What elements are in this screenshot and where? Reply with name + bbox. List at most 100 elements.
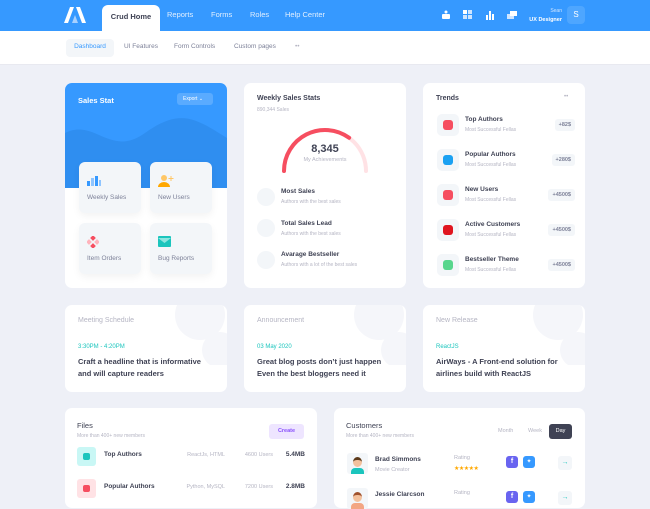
event-card[interactable]: New Release ReactJS AirWays - A Front-end … — [423, 305, 585, 392]
tab-crud-home[interactable]: Crud Home — [102, 5, 160, 31]
basket-icon — [257, 188, 275, 206]
trend-title: Active Customers — [465, 221, 521, 228]
trends-card: Trends •• Top Authors Most Successful Fel… — [423, 83, 585, 288]
trend-badge: +4500$ — [548, 224, 575, 236]
facebook-icon[interactable]: f — [506, 491, 518, 503]
trend-logo-icon — [437, 254, 459, 276]
arrow-right-icon[interactable]: → — [558, 491, 572, 505]
rating-label: Rating — [454, 455, 470, 461]
weekly-subtitle: 890,344 Sales — [257, 107, 289, 113]
rating-label: Rating — [454, 490, 470, 496]
trend-badge: +280$ — [551, 154, 575, 166]
cake-icon[interactable] — [441, 10, 451, 20]
trend-sub: Most Successful Fellas — [465, 162, 517, 168]
facebook-icon[interactable]: f — [506, 456, 518, 468]
tile-label: Bug Reports — [158, 255, 195, 262]
file-tech: ReactJs, HTML — [187, 452, 225, 458]
tab-roles[interactable]: Roles — [250, 10, 270, 19]
layers-icon[interactable] — [507, 10, 517, 20]
tile-item-orders[interactable]: Item Orders — [79, 223, 141, 274]
event-highlight: 03 May 2020 — [257, 344, 292, 350]
tile-label: New Users — [158, 194, 190, 201]
add-user-icon — [158, 175, 174, 187]
item-title: Total Sales Lead — [281, 220, 332, 227]
event-text: and will capture readers — [78, 369, 164, 378]
trend-logo-icon — [437, 114, 459, 136]
trend-sub: Most Successful Fellas — [465, 267, 517, 273]
tile-label: Weekly Sales — [87, 194, 127, 201]
file-users: 4600 Users — [244, 452, 273, 458]
customer-avatar — [347, 488, 368, 509]
arrow-right-icon[interactable]: → — [558, 456, 572, 470]
customer-name: Jessie Clarcson — [375, 491, 425, 498]
tab-forms[interactable]: Forms — [211, 10, 233, 19]
decorative-shapes — [354, 305, 406, 365]
chart-icon[interactable] — [485, 10, 495, 20]
tile-weekly-sales[interactable]: Weekly Sales — [79, 162, 141, 213]
item-title: Most Sales — [281, 188, 315, 195]
file-tech: Python, MySQL — [186, 484, 225, 490]
orders-icon — [87, 236, 99, 248]
export-button[interactable]: Export ⌄ — [177, 93, 213, 105]
avatar[interactable]: S — [567, 6, 585, 24]
trend-title: Bestseller Theme — [465, 256, 519, 263]
event-body: AirWays - A Front-end solution for airlin… — [436, 356, 582, 380]
event-card[interactable]: Announcement 03 May 2020 Great blog posts … — [244, 305, 406, 392]
basket-icon — [257, 251, 275, 269]
file-size: 2.8MB — [285, 483, 305, 490]
event-text: Even the best bloggers need it — [257, 369, 366, 378]
filter-month[interactable]: Month — [498, 428, 514, 434]
decorative-shapes — [175, 305, 227, 365]
tab-reports[interactable]: Reports — [167, 10, 194, 19]
trend-logo-icon — [437, 219, 459, 241]
trend-title: Popular Authors — [465, 151, 516, 158]
subnav-ui-features[interactable]: UI Features — [124, 43, 158, 50]
file-name: Popular Authors — [104, 483, 155, 490]
trend-sub: Most Successful Fellas — [465, 197, 517, 203]
tile-new-users[interactable]: New Users — [150, 162, 212, 213]
create-button[interactable]: Create — [269, 424, 304, 439]
subnav-dashboard[interactable]: Dashboard — [66, 39, 114, 57]
logo-icon[interactable] — [64, 7, 86, 23]
trends-title: Trends — [436, 95, 459, 102]
trend-badge: +82$ — [554, 119, 575, 131]
subnav-custom-pages[interactable]: Custom pages — [234, 43, 276, 50]
tab-help-center[interactable]: Help Center — [285, 10, 326, 19]
item-sub: Authors with the best sales — [281, 231, 341, 237]
weekly-title: Weekly Sales Stats — [257, 95, 321, 102]
filter-day[interactable]: Day — [549, 424, 572, 439]
twitter-icon[interactable]: ✦ — [523, 456, 535, 468]
achievement-label: My Achievements — [303, 157, 347, 163]
item-title: Avarage Bestseller — [281, 251, 340, 258]
apps-icon[interactable] — [463, 10, 473, 20]
trend-sub: Most Successful Fellas — [465, 127, 517, 133]
files-subtitle: More than 400+ new members — [77, 433, 145, 439]
achievement-value: 8,345 — [311, 143, 339, 155]
trend-badge: +4500$ — [548, 259, 575, 271]
twitter-icon[interactable]: ✦ — [523, 491, 535, 503]
files-card: Files More than 400+ new members Create … — [65, 408, 317, 508]
more-icon[interactable]: •• — [564, 94, 569, 100]
item-sub: Authors with a lot of the best sales — [281, 262, 358, 268]
subnav-form-controls[interactable]: Form Controls — [174, 43, 216, 50]
export-label: Export — [183, 96, 198, 102]
filter-week[interactable]: Week — [528, 428, 542, 434]
event-text: Great blog posts don’t just happen — [257, 357, 382, 366]
tile-bug-reports[interactable]: Bug Reports — [150, 223, 212, 274]
trend-logo-icon — [437, 149, 459, 171]
subnav-more[interactable]: •• — [295, 43, 300, 50]
gauge-fill — [282, 127, 352, 173]
sales-stat-card: Sales Stat Export ⌄ Weekly Sales New Use… — [65, 83, 227, 288]
sales-stat-title: Sales Stat — [78, 96, 114, 105]
event-label: Announcement — [257, 317, 305, 324]
achievement-gauge — [282, 127, 368, 173]
file-name: Top Authors — [104, 451, 142, 458]
event-text: AirWays - A Front-end solution for — [436, 357, 558, 366]
file-users: 7200 Users — [244, 484, 273, 490]
event-label: Meeting Schedule — [78, 317, 135, 324]
event-card[interactable]: Meeting Schedule 3:30PM - 4:20PM Craft a h… — [65, 305, 227, 392]
basket-icon — [257, 219, 275, 237]
trend-logo-icon — [437, 184, 459, 206]
files-title: Files — [77, 421, 93, 430]
decorative-shapes — [533, 305, 585, 365]
